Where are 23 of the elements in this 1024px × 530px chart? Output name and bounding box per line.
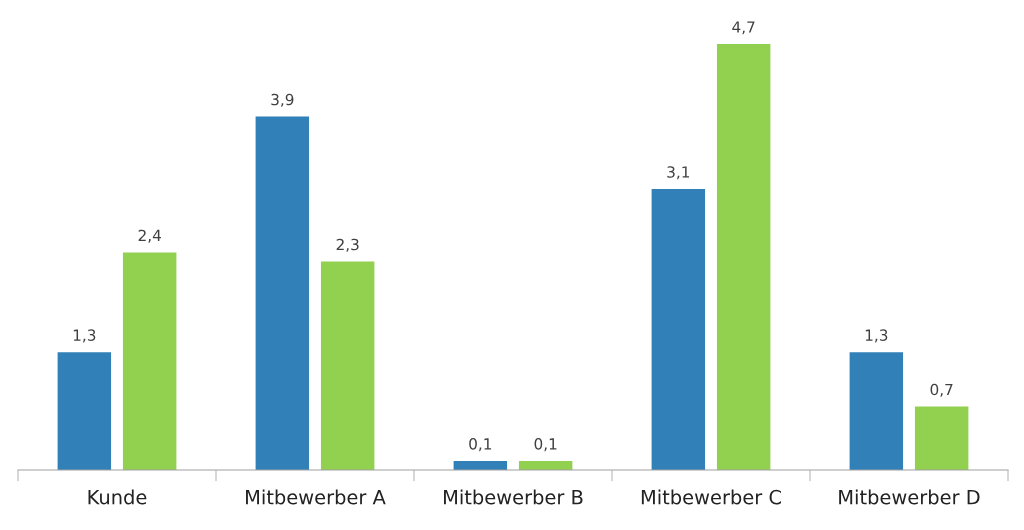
bar: [849, 352, 904, 470]
x-tick-label: Kunde: [88, 489, 147, 505]
x-tick-label: Mitbewerber D: [839, 489, 980, 505]
bar: [651, 189, 706, 470]
x-tick-label: Mitbewerber A: [246, 489, 386, 505]
bar: [914, 406, 969, 470]
x-tick-label: Mitbewerber C: [641, 489, 781, 505]
data-label: 1,3: [865, 329, 888, 343]
data-label: 3,1: [667, 166, 690, 180]
data-label: 1,3: [73, 329, 96, 343]
data-label: 0,1: [469, 438, 492, 452]
bar: [320, 261, 375, 470]
bar: [122, 252, 177, 470]
bar: [57, 352, 112, 470]
data-label: 4,7: [732, 21, 755, 35]
bar: [255, 116, 310, 470]
data-label: 2,4: [138, 229, 161, 243]
data-label: 0,1: [534, 438, 557, 452]
x-tick-label: Mitbewerber B: [444, 489, 583, 505]
bar: [716, 44, 771, 470]
data-label: 2,3: [336, 238, 359, 252]
data-label: 3,9: [271, 93, 294, 107]
data-label: 0,7: [930, 383, 953, 397]
